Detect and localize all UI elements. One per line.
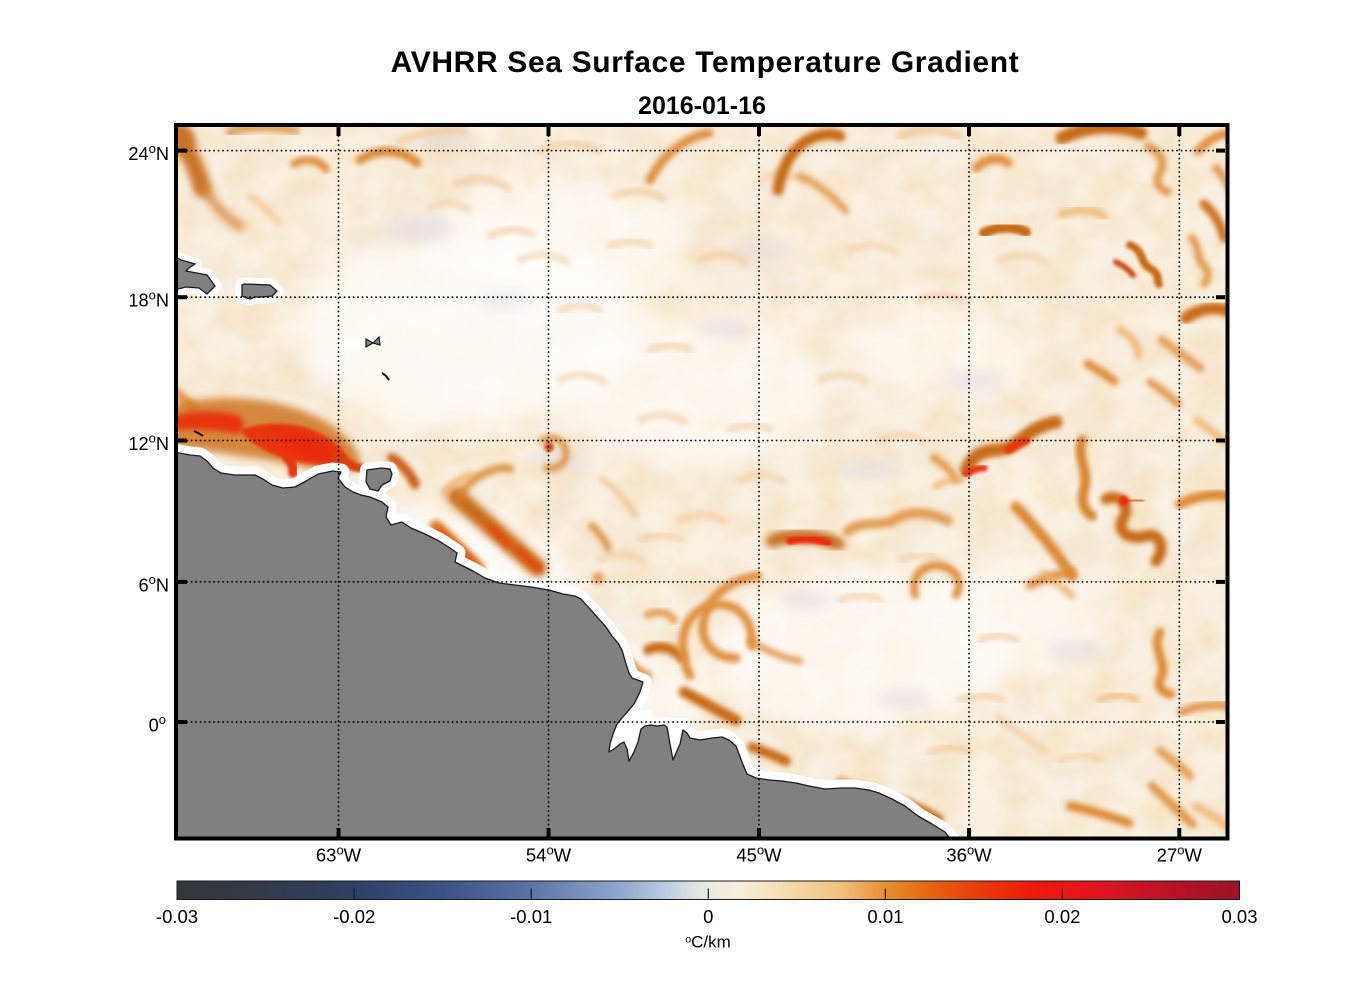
svg-text:0: 0 xyxy=(703,906,713,927)
svg-text:54oW: 54oW xyxy=(526,842,572,865)
svg-text:27oW: 27oW xyxy=(1157,842,1203,865)
svg-text:63oW: 63oW xyxy=(316,842,362,865)
svg-text:12oN: 12oN xyxy=(128,431,169,454)
svg-text:AVHRR Sea Surface Temperature: AVHRR Sea Surface Temperature Gradient xyxy=(391,46,1020,79)
svg-text:-0.01: -0.01 xyxy=(510,906,552,927)
svg-text:-0.03: -0.03 xyxy=(156,906,198,927)
svg-text:2016-01-16: 2016-01-16 xyxy=(638,92,766,120)
svg-text:36oW: 36oW xyxy=(946,842,992,865)
svg-text:0.02: 0.02 xyxy=(1044,906,1080,927)
svg-text:24oN: 24oN xyxy=(128,141,169,164)
svg-text:18oN: 18oN xyxy=(128,287,169,310)
svg-text:0.01: 0.01 xyxy=(867,906,903,927)
svg-text:45oW: 45oW xyxy=(736,842,782,865)
svg-text:0.03: 0.03 xyxy=(1221,906,1257,927)
svg-text:oC/km: oC/km xyxy=(685,933,731,952)
svg-text:6oN: 6oN xyxy=(139,572,170,595)
svg-text:-0.02: -0.02 xyxy=(333,906,375,927)
svg-text:0o: 0o xyxy=(149,712,166,735)
